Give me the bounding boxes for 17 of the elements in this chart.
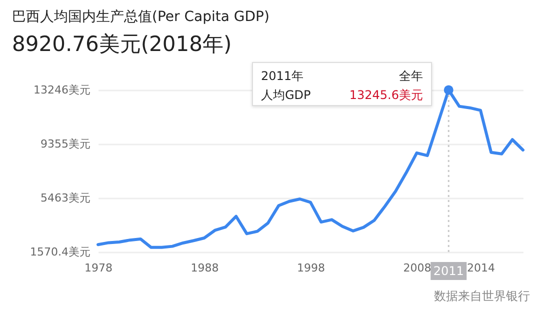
x-tick-label: 1988 bbox=[190, 262, 219, 274]
text: 全年 bbox=[399, 68, 423, 85]
text: 数据来自世界银行 bbox=[434, 288, 530, 305]
ref-line-label: 2011 bbox=[433, 264, 464, 278]
text: 2011年 bbox=[261, 68, 304, 85]
annotation: 13245.6美元 bbox=[349, 87, 423, 104]
chart-title: 巴西人均国内生产总值(Per Capita GDP) bbox=[12, 8, 270, 26]
y-tick-label: 9355美元 bbox=[40, 137, 90, 150]
y-tick-label: 13246美元 bbox=[34, 84, 90, 96]
y-tick-label: 5463美元 bbox=[40, 191, 90, 204]
x-tick-label: 1998 bbox=[297, 262, 325, 274]
x-tick-label: 2014 bbox=[467, 262, 495, 274]
x-tick-label: 2008 bbox=[403, 262, 432, 274]
annotation: 人均GDP bbox=[261, 87, 311, 104]
y-tick-label: 1570.4美元 bbox=[30, 246, 90, 258]
x-tick-label: 1978 bbox=[84, 262, 112, 274]
chart-subtitle: 8920.76美元(2018年) bbox=[12, 31, 232, 58]
